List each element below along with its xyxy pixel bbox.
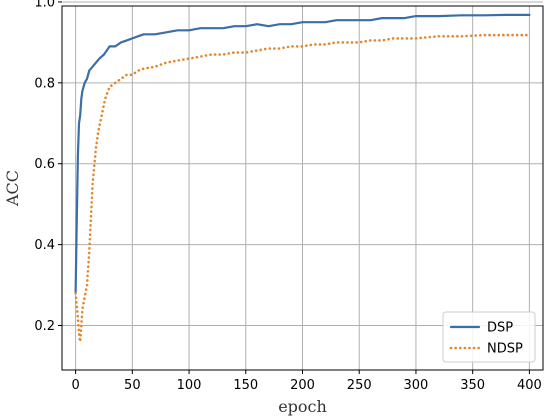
y-tick-label: 0.8 — [34, 76, 55, 91]
y-axis-ticks: 0.2 0.4 0.6 0.8 1.0 — [34, 0, 62, 334]
x-tick-label: 400 — [517, 378, 542, 393]
legend: DSP NDSP — [442, 311, 536, 363]
x-tick-label: 250 — [347, 378, 372, 393]
series-line-dsp — [74, 13, 531, 295]
x-axis-ticks: 0 50 100 150 200 250 300 350 400 — [71, 370, 542, 393]
x-tick-label: 0 — [71, 378, 79, 393]
x-tick-label: 50 — [124, 378, 141, 393]
y-tick-label: 1.0 — [34, 0, 55, 10]
series-group — [74, 13, 531, 343]
series-line-ndsp — [74, 33, 531, 343]
y-axis-label: ACC — [3, 170, 22, 207]
legend-box — [442, 311, 536, 363]
x-tick-label: 350 — [460, 378, 485, 393]
grid-lines — [62, 1, 543, 370]
y-tick-label: 0.4 — [34, 238, 55, 253]
x-tick-label: 300 — [404, 378, 429, 393]
x-tick-label: 200 — [290, 378, 315, 393]
y-tick-label: 0.6 — [34, 157, 55, 172]
x-tick-label: 150 — [233, 378, 258, 393]
legend-label-dsp: DSP — [487, 321, 513, 336]
x-axis-label: epoch — [278, 397, 327, 416]
y-tick-label: 0.2 — [34, 319, 55, 334]
legend-label-ndsp: NDSP — [487, 342, 523, 357]
x-tick-label: 100 — [177, 378, 202, 393]
